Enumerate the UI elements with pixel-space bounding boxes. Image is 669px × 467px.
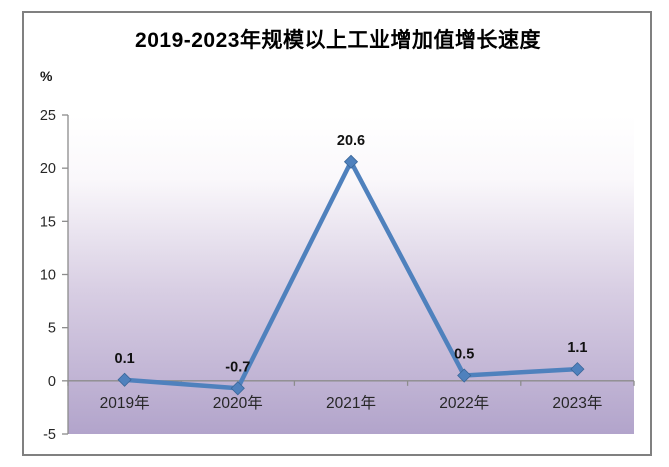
x-tick-label: 2022年 (439, 394, 489, 412)
x-tick-label: 2019年 (100, 394, 150, 412)
y-tick-label: 0 (48, 374, 56, 390)
x-tick-label: 2020年 (213, 394, 263, 412)
y-tick-label: 20 (40, 161, 56, 177)
value-label: 0.1 (115, 351, 135, 367)
data-point-marker (570, 362, 585, 377)
y-tick-label: 5 (48, 321, 56, 337)
y-axis-unit-label: % (40, 68, 53, 84)
data-point-marker (230, 381, 245, 396)
value-label: 1.1 (567, 340, 587, 356)
chart-title: 2019-2023年规模以上工业增加值增长速度 (135, 29, 541, 52)
y-tick-label: 25 (40, 108, 56, 124)
y-tick-label: 10 (40, 268, 56, 284)
data-point-marker (117, 372, 132, 387)
value-label: -0.7 (225, 359, 250, 375)
data-point-marker (343, 154, 359, 169)
y-tick-label: 15 (40, 214, 56, 230)
y-tick-label: -5 (43, 427, 56, 443)
value-label: 20.6 (337, 133, 365, 149)
x-tick-label: 2021年 (326, 394, 376, 412)
value-label: 0.5 (454, 347, 474, 363)
x-tick-label: 2023年 (552, 394, 602, 412)
data-point-marker (457, 368, 472, 383)
